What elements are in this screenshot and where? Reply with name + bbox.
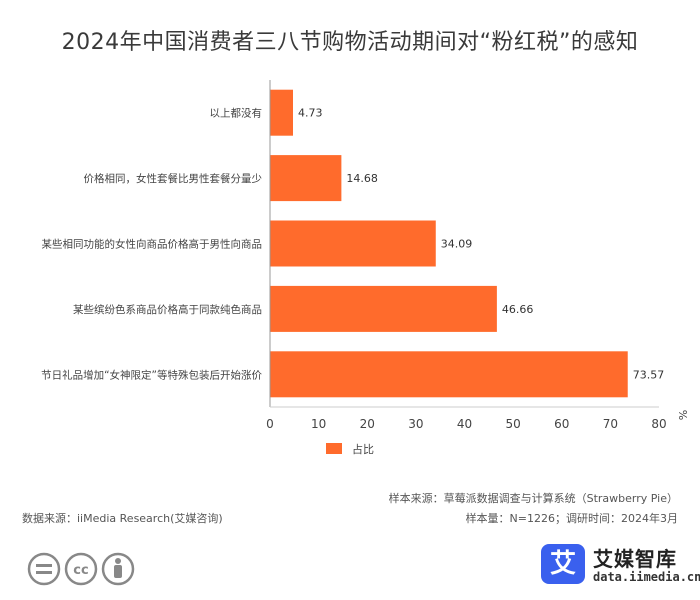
bar-value-label: 46.66 (502, 303, 534, 316)
x-tick-label: 80 (651, 417, 666, 431)
bar (270, 155, 342, 202)
bar (270, 220, 436, 267)
bar (270, 285, 497, 332)
license-icons: cc (27, 552, 137, 588)
svg-text:cc: cc (73, 563, 88, 578)
x-unit-label: % (676, 410, 689, 420)
x-tick-label: 50 (505, 417, 520, 431)
person-icon (101, 552, 135, 586)
x-tick-label: 30 (408, 417, 423, 431)
x-tick-label: 20 (360, 417, 375, 431)
x-tick-label: 40 (457, 417, 472, 431)
bar-value-label: 34.09 (441, 238, 473, 251)
x-tick-label: 60 (554, 417, 569, 431)
category-label: 以上都没有 (210, 107, 263, 120)
chart-title: 2024年中国消费者三八节购物活动期间对“粉红税”的感知 (61, 30, 639, 55)
x-tick-label: 10 (311, 417, 326, 431)
bar-value-label: 14.68 (346, 172, 378, 185)
x-tick-label: 0 (266, 417, 274, 431)
sample-size-note: 样本量：N=1226；调研时间：2024年3月 (465, 512, 678, 525)
sample-source-note: 样本来源：草莓派数据调查与计算系统（Strawberry Pie） (388, 492, 678, 505)
data-source-note: 数据来源：iiMedia Research(艾媒咨询) (22, 512, 223, 525)
legend-label: 占比 (352, 442, 374, 456)
x-tick-label: 70 (603, 417, 618, 431)
bar-value-label: 73.57 (633, 368, 665, 381)
category-label: 价格相同，女性套餐比男性套餐分量少 (84, 172, 263, 185)
cc-icon: cc (64, 552, 98, 586)
brand-name: 艾媒智库 (593, 547, 677, 571)
legend-swatch (326, 443, 342, 454)
category-label: 某些相同功能的女性向商品价格高于男性向商品 (42, 238, 263, 251)
brand-logo-icon: 艾 (541, 544, 585, 584)
category-label: 某些缤纷色系商品价格高于同款纯色商品 (73, 303, 262, 316)
bar (270, 351, 628, 398)
bar (270, 89, 293, 136)
brand-url: data.iimedia.cn (593, 570, 700, 584)
equals-icon (27, 552, 61, 586)
category-label: 节日礼品增加“女神限定”等特殊包装后开始涨价 (41, 368, 262, 381)
bar-value-label: 4.73 (298, 107, 323, 120)
brand-block: 艾 艾媒智库 data.iimedia.cn (541, 540, 700, 596)
